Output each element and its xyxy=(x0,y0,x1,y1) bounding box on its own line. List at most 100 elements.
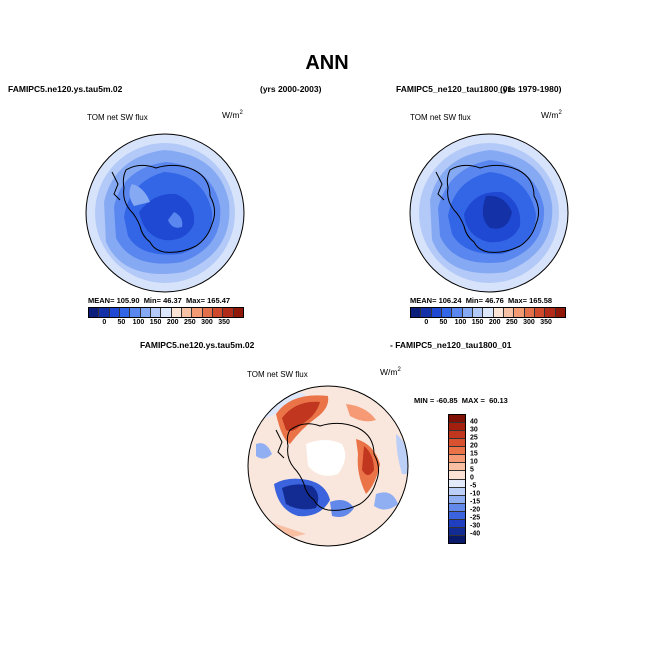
colorbar-segment xyxy=(89,308,100,317)
colorbar-segment xyxy=(449,431,465,440)
colorbar-tick-label: 150 xyxy=(471,319,484,326)
colorbar-right xyxy=(410,307,566,318)
colorbar-segment xyxy=(212,308,224,317)
colorbar-segment xyxy=(192,308,203,317)
colorbar-segment xyxy=(534,308,546,317)
units-label-diff: W/m2 xyxy=(380,367,401,377)
colorbar-segment xyxy=(161,308,172,317)
diff-case-b: - FAMIPC5_ne120_tau1800_01 xyxy=(390,340,512,350)
colorbar-tick-label: 0 xyxy=(424,319,429,326)
colorbar-segment xyxy=(449,511,465,520)
colorbar-tick-label: -40 xyxy=(470,530,481,538)
variable-label-left: TOM net SW flux xyxy=(87,113,148,122)
colorbar-tick-label: 250 xyxy=(183,319,196,326)
colorbar-tick-label: 100 xyxy=(132,319,145,326)
colorbar-segment xyxy=(181,308,193,317)
units-label-right: W/m2 xyxy=(541,110,562,120)
years-left: (yrs 2000-2003) xyxy=(260,84,322,94)
colorbar-segment xyxy=(449,527,465,536)
colorbar-segment xyxy=(421,308,432,317)
colorbar-tick-label: 50 xyxy=(117,319,126,326)
colorbar-segment xyxy=(483,308,494,317)
colorbar-segment xyxy=(449,471,465,480)
colorbar-segment xyxy=(119,308,131,317)
colorbar-segment xyxy=(449,455,465,464)
colorbar-segment xyxy=(449,447,465,456)
colorbar-tick-label: 200 xyxy=(488,319,501,326)
polar-map-difference xyxy=(247,385,409,547)
stats-left: MEAN= 105.90 Min= 46.37 Max= 165.47 xyxy=(88,296,231,305)
colorbar-segment xyxy=(411,308,422,317)
colorbar-tick-label: -5 xyxy=(470,482,477,490)
colorbar-tick-label: 25 xyxy=(470,434,478,442)
polar-map-left xyxy=(85,133,245,293)
colorbar-left xyxy=(88,307,244,318)
colorbar-tick-label: 350 xyxy=(218,319,230,326)
colorbar-tick-label: 350 xyxy=(540,319,552,326)
colorbar-segment xyxy=(449,519,465,528)
colorbar-segment xyxy=(223,308,234,317)
colorbar-tick-label: 10 xyxy=(470,458,478,466)
colorbar-tick-label: 100 xyxy=(454,319,467,326)
colorbar-tick-label: 20 xyxy=(470,442,478,450)
colorbar-segment xyxy=(140,308,151,317)
colorbar-tick-label: 40 xyxy=(470,418,478,426)
colorbar-tick-label: 50 xyxy=(439,319,448,326)
colorbar-segment xyxy=(150,308,162,317)
colorbar-segment xyxy=(555,308,565,317)
colorbar-left-labels: 0 50 100 150 200 250 300 350 xyxy=(88,319,242,329)
colorbar-segment xyxy=(449,487,465,496)
colorbar-segment xyxy=(171,308,182,317)
colorbar-tick-label: 250 xyxy=(505,319,518,326)
colorbar-tick-label: -15 xyxy=(470,498,481,506)
colorbar-segment xyxy=(99,308,110,317)
colorbar-segment xyxy=(449,439,465,448)
colorbar-tick-label: 150 xyxy=(149,319,162,326)
colorbar-segment xyxy=(109,308,120,317)
years-right: (yrs 1979-1980) xyxy=(500,84,562,94)
colorbar-segment xyxy=(449,415,465,424)
diff-case-a: FAMIPC5.ne120.ys.tau5m.02 xyxy=(140,340,255,350)
colorbar-tick-label: 15 xyxy=(470,450,478,458)
colorbar-tick-label: 200 xyxy=(166,319,179,326)
colorbar-right-labels: 0 50 100 150 200 250 300 350 xyxy=(410,319,564,329)
colorbar-segment xyxy=(472,308,484,317)
colorbar-segment xyxy=(493,308,504,317)
colorbar-tick-label: -20 xyxy=(470,506,481,514)
colorbar-segment xyxy=(503,308,515,317)
colorbar-segment xyxy=(441,308,453,317)
diff-min-max: MIN = -60.85 MAX = 60.13 xyxy=(414,396,508,405)
colorbar-tick-label: 300 xyxy=(523,319,535,326)
colorbar-segment xyxy=(452,308,463,317)
page-title: ANN xyxy=(305,52,349,74)
case-name-left: FAMIPC5.ne120.ys.tau5m.02 xyxy=(8,84,123,94)
colorbar-segment xyxy=(449,463,465,472)
stats-right: MEAN= 106.24 Min= 46.76 Max= 165.58 xyxy=(410,296,553,305)
colorbar-segment xyxy=(514,308,525,317)
colorbar-tick-label: 0 xyxy=(470,474,474,482)
colorbar-tick-label: -25 xyxy=(470,514,481,522)
colorbar-segment xyxy=(449,479,465,488)
colorbar-segment xyxy=(545,308,556,317)
colorbar-segment xyxy=(202,308,213,317)
colorbar-tick-label: -30 xyxy=(470,522,481,530)
colorbar-segment xyxy=(431,308,442,317)
colorbar-segment xyxy=(524,308,535,317)
colorbar-segment xyxy=(233,308,243,317)
colorbar-segment xyxy=(449,423,465,432)
units-label-left: W/m2 xyxy=(222,110,243,120)
colorbar-difference xyxy=(448,414,466,544)
variable-label-right: TOM net SW flux xyxy=(410,113,471,122)
variable-label-diff: TOM net SW flux xyxy=(247,370,308,379)
colorbar-segment xyxy=(449,503,465,512)
case-name-right: FAMIPC5_ne120_tau1800_01 xyxy=(396,84,513,94)
colorbar-tick-label: 30 xyxy=(470,426,478,434)
polar-map-right xyxy=(409,133,569,293)
colorbar-segment xyxy=(130,308,141,317)
colorbar-segment xyxy=(449,495,465,504)
colorbar-difference-labels: 40 30 25 20 15 10 5 0 -5 -10 -15 -20 -25 -30 -40 xyxy=(470,414,500,542)
colorbar-segment xyxy=(462,308,473,317)
colorbar-segment xyxy=(449,535,465,543)
colorbar-tick-label: -10 xyxy=(470,490,481,498)
colorbar-tick-label: 0 xyxy=(102,319,107,326)
